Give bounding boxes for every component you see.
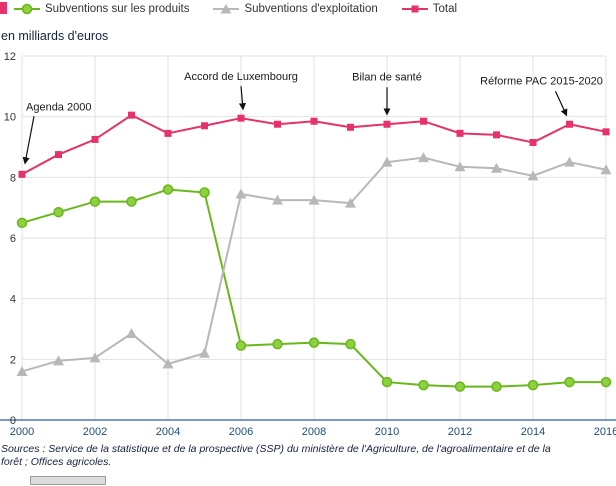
circle-marker-icon bbox=[14, 3, 40, 15]
data-point bbox=[527, 379, 539, 391]
x-tick-label: 2010 bbox=[375, 426, 399, 438]
data-point bbox=[272, 194, 283, 205]
data-point bbox=[418, 379, 429, 391]
data-point bbox=[18, 170, 26, 178]
data-point bbox=[491, 381, 502, 392]
x-tick-label: 2008 bbox=[302, 426, 326, 438]
annotation-label: Bilan de santé bbox=[352, 71, 422, 83]
data-point bbox=[529, 138, 537, 146]
x-tick-label: 2002 bbox=[83, 426, 107, 438]
data-point bbox=[345, 197, 356, 208]
clipped-element-fragment bbox=[0, 2, 7, 14]
data-point bbox=[162, 358, 174, 369]
data-point bbox=[199, 187, 210, 198]
y-tick-label: 4 bbox=[10, 294, 16, 306]
x-tick-label: 2004 bbox=[156, 426, 180, 438]
data-point bbox=[527, 170, 539, 181]
data-point bbox=[201, 122, 208, 130]
data-point bbox=[89, 196, 101, 207]
data-point bbox=[383, 120, 391, 128]
y-tick-label: 2 bbox=[10, 354, 16, 366]
data-point bbox=[493, 131, 500, 139]
data-point bbox=[274, 120, 281, 128]
x-tick-label: 2000 bbox=[10, 426, 34, 438]
data-point bbox=[164, 129, 172, 137]
chart-legend: Subventions sur les produits Subventions… bbox=[14, 1, 457, 16]
data-point bbox=[602, 128, 610, 136]
data-point bbox=[454, 161, 466, 172]
legend-label: Total bbox=[432, 2, 458, 15]
scrollbar-thumb[interactable] bbox=[30, 476, 106, 485]
data-point bbox=[418, 152, 429, 163]
data-point bbox=[128, 111, 135, 119]
data-point bbox=[308, 194, 320, 205]
legend-item-exploitation[interactable]: Subventions d'exploitation bbox=[213, 2, 378, 15]
annotation-arrow bbox=[554, 91, 568, 117]
data-point bbox=[381, 156, 393, 167]
legend-item-total[interactable]: Total bbox=[401, 2, 458, 15]
data-point bbox=[491, 162, 502, 173]
data-point bbox=[564, 376, 575, 388]
data-point bbox=[347, 123, 354, 131]
annotation-label: Réforme PAC 2015-2020 bbox=[480, 75, 603, 87]
x-tick-label: 2016 bbox=[594, 426, 616, 438]
x-tick-label: 2012 bbox=[448, 426, 472, 438]
data-point bbox=[345, 338, 356, 350]
data-point bbox=[237, 114, 245, 122]
annotation-arrow bbox=[238, 86, 247, 111]
legend-label: Subventions sur les produits bbox=[45, 2, 190, 15]
data-point bbox=[308, 337, 320, 348]
y-axis-unit-label: en milliards d'euros bbox=[1, 29, 109, 43]
triangle-marker-icon bbox=[213, 3, 240, 15]
x-tick-label: 2014 bbox=[521, 426, 545, 438]
data-point bbox=[16, 217, 28, 229]
data-point bbox=[235, 340, 247, 351]
data-point bbox=[53, 206, 64, 218]
y-tick-label: 8 bbox=[10, 172, 16, 184]
data-point bbox=[310, 117, 318, 125]
data-point bbox=[600, 164, 612, 175]
legend-label: Subventions d'exploitation bbox=[244, 2, 378, 15]
y-tick-label: 0 bbox=[10, 415, 16, 427]
annotation-label: Accord de Luxembourg bbox=[184, 71, 298, 83]
data-point bbox=[564, 156, 575, 167]
data-point bbox=[272, 338, 283, 350]
data-point bbox=[454, 381, 466, 392]
source-note: Sources : Service de la statistique et d… bbox=[1, 443, 551, 469]
data-point bbox=[381, 376, 393, 388]
data-point bbox=[16, 365, 28, 376]
x-tick-label: 2006 bbox=[229, 426, 253, 438]
legend-item-produits[interactable]: Subventions sur les produits bbox=[14, 3, 189, 15]
data-point bbox=[235, 188, 247, 199]
data-point bbox=[420, 117, 427, 125]
data-point bbox=[600, 376, 612, 388]
data-point bbox=[53, 355, 64, 366]
annotation-label: Agenda 2000 bbox=[26, 101, 91, 113]
data-point bbox=[566, 120, 573, 128]
data-point bbox=[162, 184, 174, 195]
data-point bbox=[199, 347, 210, 358]
data-point bbox=[126, 328, 137, 339]
data-point bbox=[89, 352, 101, 363]
subsidies-line-chart: 0 2 4 6 8 10 12 2000 2002 2004 2006 2008 2010 2012 201… bbox=[0, 51, 616, 438]
data-point bbox=[126, 196, 137, 207]
square-marker-icon bbox=[401, 3, 428, 15]
y-tick-label: 12 bbox=[4, 51, 16, 63]
data-point bbox=[91, 135, 99, 143]
y-tick-label: 6 bbox=[10, 233, 16, 245]
y-tick-label: 10 bbox=[4, 112, 16, 124]
data-point bbox=[456, 129, 464, 137]
data-point bbox=[55, 151, 62, 159]
annotation-arrow bbox=[22, 116, 35, 165]
